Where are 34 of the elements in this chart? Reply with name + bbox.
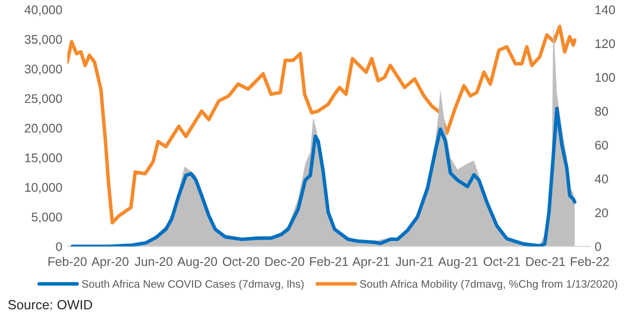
x-tick-label: Jun-21 — [396, 257, 434, 266]
y2-tick-label: 0 — [595, 242, 602, 252]
x-tick-label: Apr-21 — [352, 257, 390, 268]
y2-tick-label: 140 — [596, 5, 615, 14]
y2-tick-label: 40 — [594, 174, 608, 184]
x-tick-label: Aug-21 — [438, 257, 478, 268]
y-tick-label: 15,000 — [25, 153, 62, 164]
x-tick-label: Dec-20 — [265, 257, 304, 266]
x-tick-label: Dec-21 — [526, 257, 565, 266]
x-tick-label: Oct-21 — [484, 257, 520, 266]
y-tick-label: 25,000 — [24, 94, 62, 105]
x-tick-label: Feb-22 — [570, 256, 609, 266]
y2-tick-label: 120 — [596, 39, 615, 48]
y2-tick-label: 60 — [595, 140, 608, 150]
x-tick-label: Aug-20 — [177, 257, 218, 268]
legend-label: South Africa Mobility (7dmavg, %Chg from 1/13/2020) — [360, 280, 618, 290]
line-series — [70, 106, 576, 246]
y-tick-label: 35,000 — [24, 35, 62, 46]
x-tick-label: Feb-21 — [310, 256, 348, 266]
y-tick-label: 30,000 — [24, 64, 62, 75]
y-tick-label: 40,000 — [24, 5, 62, 16]
legend-label: South Africa New COVID Cases (7dmavg, lhs) — [82, 280, 304, 290]
source-note: Source: OWID — [8, 300, 92, 310]
y-tick-label: 10,000 — [25, 183, 62, 194]
y2-tick-label: 100 — [596, 73, 615, 82]
y-tick-label: 20,000 — [24, 124, 62, 134]
x-tick-label: Jun-20 — [134, 257, 172, 266]
x-tick-label: Apr-20 — [91, 257, 128, 268]
x-tick-label: Feb-20 — [48, 256, 87, 266]
y-tick-label: 5,000 — [32, 212, 62, 223]
y2-tick-label: 80 — [595, 106, 608, 116]
x-tick-label: Oct-20 — [222, 257, 260, 266]
y2-tick-label: 20 — [595, 208, 608, 218]
y-tick-label: 0 — [56, 242, 62, 252]
